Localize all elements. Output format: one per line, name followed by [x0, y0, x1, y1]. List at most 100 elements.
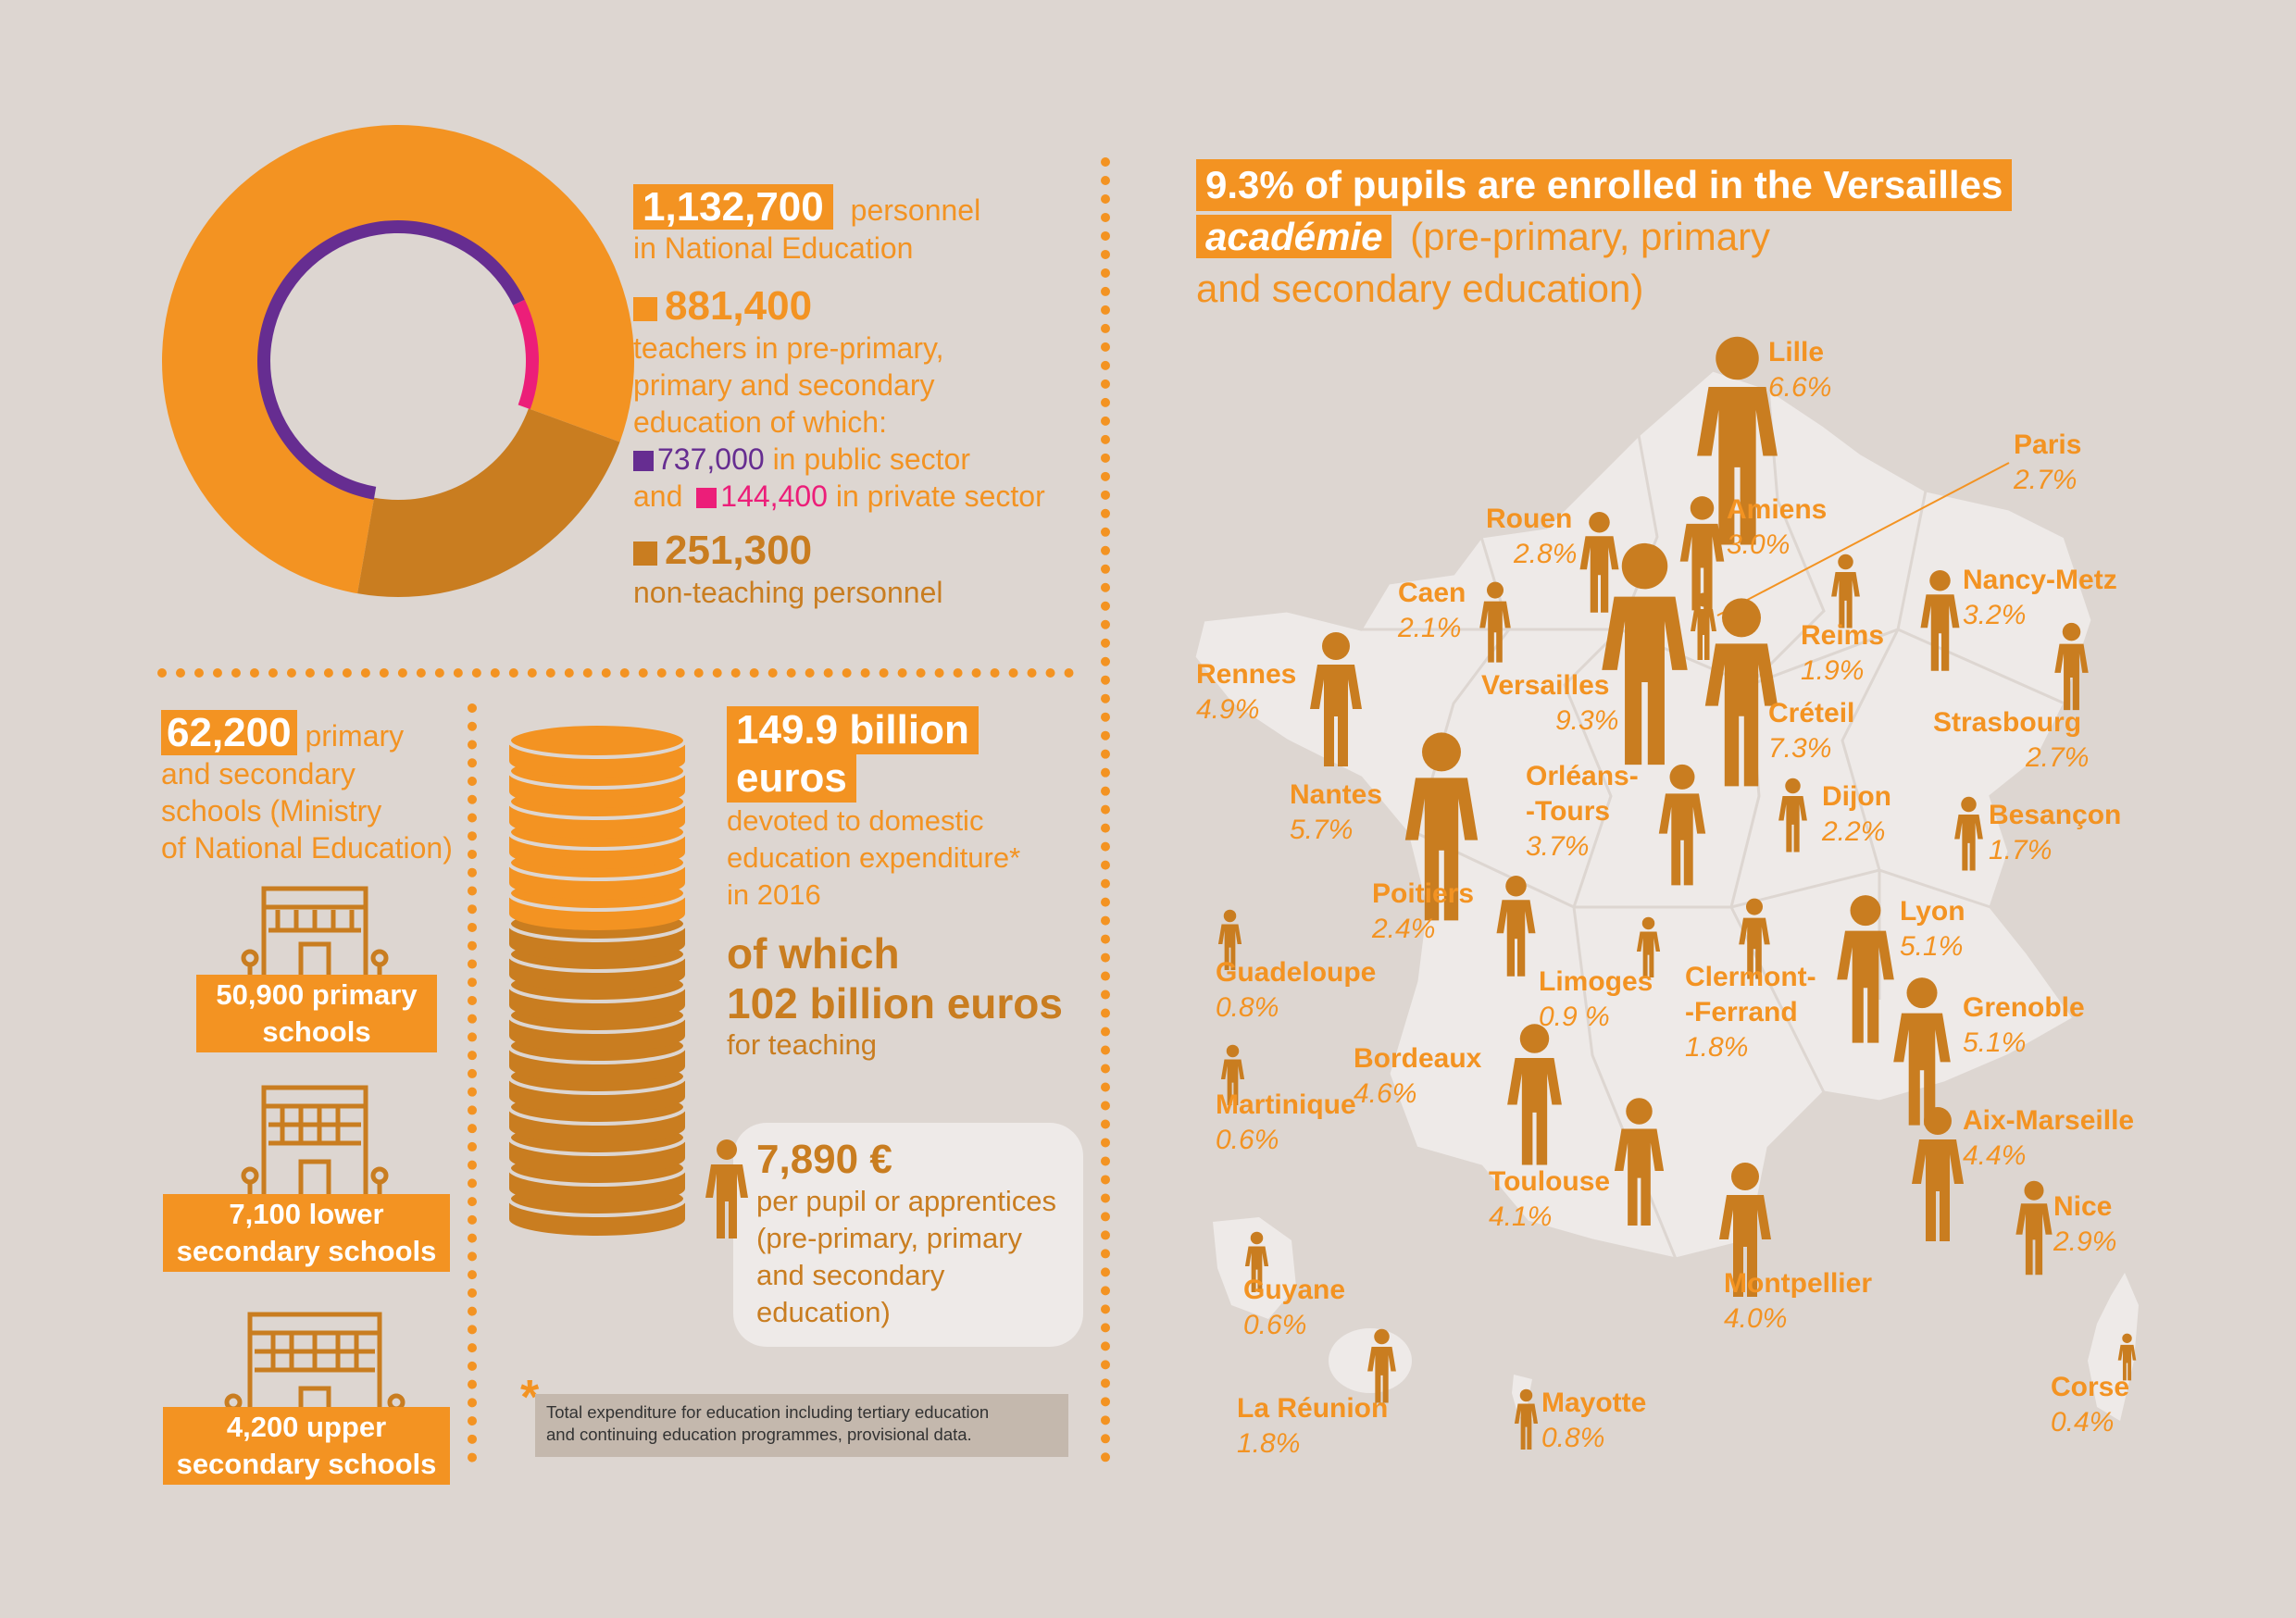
region-name-2: -Tours — [1526, 796, 1611, 827]
person-icon-poitiers — [1495, 875, 1537, 984]
footnote-star: * — [520, 1371, 540, 1425]
region-pct: 2.4% — [1372, 914, 1436, 944]
per-pupil-label-1: per pupil or apprentices — [756, 1185, 1056, 1217]
region-pct: 1.7% — [1989, 835, 2053, 865]
region-label-paris: Paris 2.7% — [2014, 428, 2081, 498]
map-title-line-1: 9.3% of pupils are enrolled in the Versa… — [1196, 159, 2013, 211]
personnel-total-label: personnel — [850, 193, 981, 227]
primary-schools-line-2: schools — [262, 1015, 371, 1048]
donut-inner-private — [513, 299, 539, 410]
region-pct: 4.9% — [1196, 694, 1260, 725]
region-name: Rennes — [1196, 659, 1297, 690]
person-icon-lyon — [1835, 894, 1896, 1052]
region-pct: 1.8% — [1685, 1032, 1749, 1063]
person-icon-lille — [1694, 335, 1780, 555]
region-label-guyane: Guyane 0.6% — [1243, 1273, 1345, 1343]
donut-outer-teachers — [161, 125, 634, 594]
region-name: Nancy-Metz — [1963, 565, 2117, 595]
coin — [507, 722, 687, 778]
region-name: Guyane — [1243, 1275, 1346, 1305]
region-label-lille: Lille 6.6% — [1768, 335, 1831, 405]
nonteaching-label: non-teaching personnel — [633, 576, 943, 609]
region-label-bordeaux: Bordeaux 4.6% — [1354, 1041, 1481, 1112]
region-label-rouen: Rouen 2.8% — [1486, 502, 1577, 572]
region-pct: 2.2% — [1822, 816, 1886, 847]
expenditure-block: 149.9 billion euros devoted to domestic … — [727, 706, 1097, 1062]
region-name: La Réunion — [1237, 1393, 1389, 1424]
region-name: Amiens — [1727, 494, 1828, 525]
expenditure-value-1: 149.9 billion — [727, 706, 979, 754]
region-label-dijon: Dijon 2.2% — [1822, 779, 1891, 850]
region-label-la-r-union: La Réunion 1.8% — [1237, 1391, 1388, 1462]
schools-total-value: 62,200 — [161, 710, 297, 755]
region-label-nice: Nice 2.9% — [2053, 1189, 2116, 1260]
region-name: Bordeaux — [1354, 1043, 1482, 1074]
region-name: Poitiers — [1372, 878, 1475, 909]
region-label-reims: Reims 1.9% — [1801, 618, 1884, 689]
personnel-block: 1,132,700 personnel in National Educatio… — [633, 184, 1078, 611]
person-icon-martinique — [1220, 1044, 1245, 1112]
map-title-line-3: and secondary education) — [1196, 267, 1644, 310]
teachers-legend-square — [633, 297, 657, 321]
region-name: Nice — [2053, 1191, 2113, 1222]
person-icon-nice — [2015, 1180, 2053, 1282]
private-value: 144,400 — [720, 479, 828, 513]
private-legend-square — [696, 488, 718, 508]
person-icon-paris — [1690, 592, 1717, 666]
expenditure-label-2: education expenditure* — [727, 841, 1021, 874]
person-icon-grenoble — [1891, 977, 1953, 1134]
region-pct: 2.9% — [2053, 1226, 2117, 1257]
person-icon-toulouse — [1613, 1097, 1666, 1234]
map-title: 9.3% of pupils are enrolled in the Versa… — [1196, 159, 2261, 315]
person-icon-montpellier — [1717, 1162, 1773, 1305]
person-icon-besan-on — [1953, 796, 1984, 877]
region-label-orl-ans: Orléans- -Tours 3.7% — [1526, 759, 1639, 865]
primary-schools-line-1: 50,900 primary — [216, 978, 418, 1011]
teachers-label-3: education of which: — [633, 405, 887, 439]
region-pct: 2.7% — [2026, 742, 2090, 773]
teaching-label-2: 102 billion euros — [727, 979, 1063, 1027]
region-label-lyon: Lyon 5.1% — [1900, 894, 1965, 965]
person-icon-guadeloupe — [1217, 909, 1242, 977]
personnel-total-value: 1,132,700 — [633, 184, 833, 230]
person-icon-corse — [2117, 1333, 2137, 1387]
personnel-total-label-2: in National Education — [633, 231, 914, 265]
person-icon-dijon — [1778, 778, 1808, 859]
region-name: Martinique — [1216, 1089, 1356, 1120]
public-label: in public sector — [772, 442, 970, 476]
schools-label-4: of National Education) — [161, 831, 453, 865]
expenditure-label-3: in 2016 — [727, 878, 821, 911]
person-icon-cr-teil — [1703, 597, 1780, 796]
teaching-label-3: for teaching — [727, 1028, 877, 1061]
person-icon-limoges — [1636, 916, 1661, 984]
region-name: Mayotte — [1541, 1388, 1647, 1418]
region-name: Guadeloupe — [1216, 957, 1377, 988]
region-pct: 2.7% — [2014, 465, 2078, 495]
teachers-value: 881,400 — [665, 283, 813, 329]
region-label-cr-teil: Créteil 7.3% — [1768, 696, 1854, 766]
region-pct: 4.0% — [1724, 1303, 1788, 1334]
teachers-label-2: primary and secondary — [633, 368, 935, 402]
region-name: Rouen — [1486, 504, 1573, 534]
pupil-icon — [705, 1139, 748, 1238]
region-label-grenoble: Grenoble 5.1% — [1963, 990, 2085, 1061]
map-title-line-2: (pre-primary, primary — [1410, 215, 1771, 258]
primary-school-icon — [241, 886, 389, 984]
region-name: Corse — [2051, 1372, 2130, 1402]
region-pct: 5.7% — [1290, 815, 1354, 845]
person-icon-rennes — [1308, 631, 1364, 775]
region-label-caen: Caen 2.1% — [1398, 576, 1466, 646]
region-name: Clermont- — [1685, 962, 1816, 992]
region-pct: 9.3% — [1555, 705, 1619, 736]
expenditure-value-2: euros — [727, 754, 856, 803]
coin-stack-icon — [507, 722, 687, 1236]
region-label-versailles: Versailles 9.3% — [1481, 668, 1618, 739]
region-label-mayotte: Mayotte 0.8% — [1541, 1386, 1646, 1456]
region-pct: 2.8% — [1514, 539, 1578, 569]
upper-secondary-line-2: secondary schools — [176, 1448, 437, 1480]
region-pct: 5.1% — [1963, 1027, 2027, 1058]
region-name: Grenoble — [1963, 992, 2085, 1023]
region-label-aix-marseille: Aix-Marseille 4.4% — [1963, 1103, 2134, 1174]
region-name: Créteil — [1768, 698, 1855, 728]
person-icon-nantes — [1403, 731, 1480, 930]
